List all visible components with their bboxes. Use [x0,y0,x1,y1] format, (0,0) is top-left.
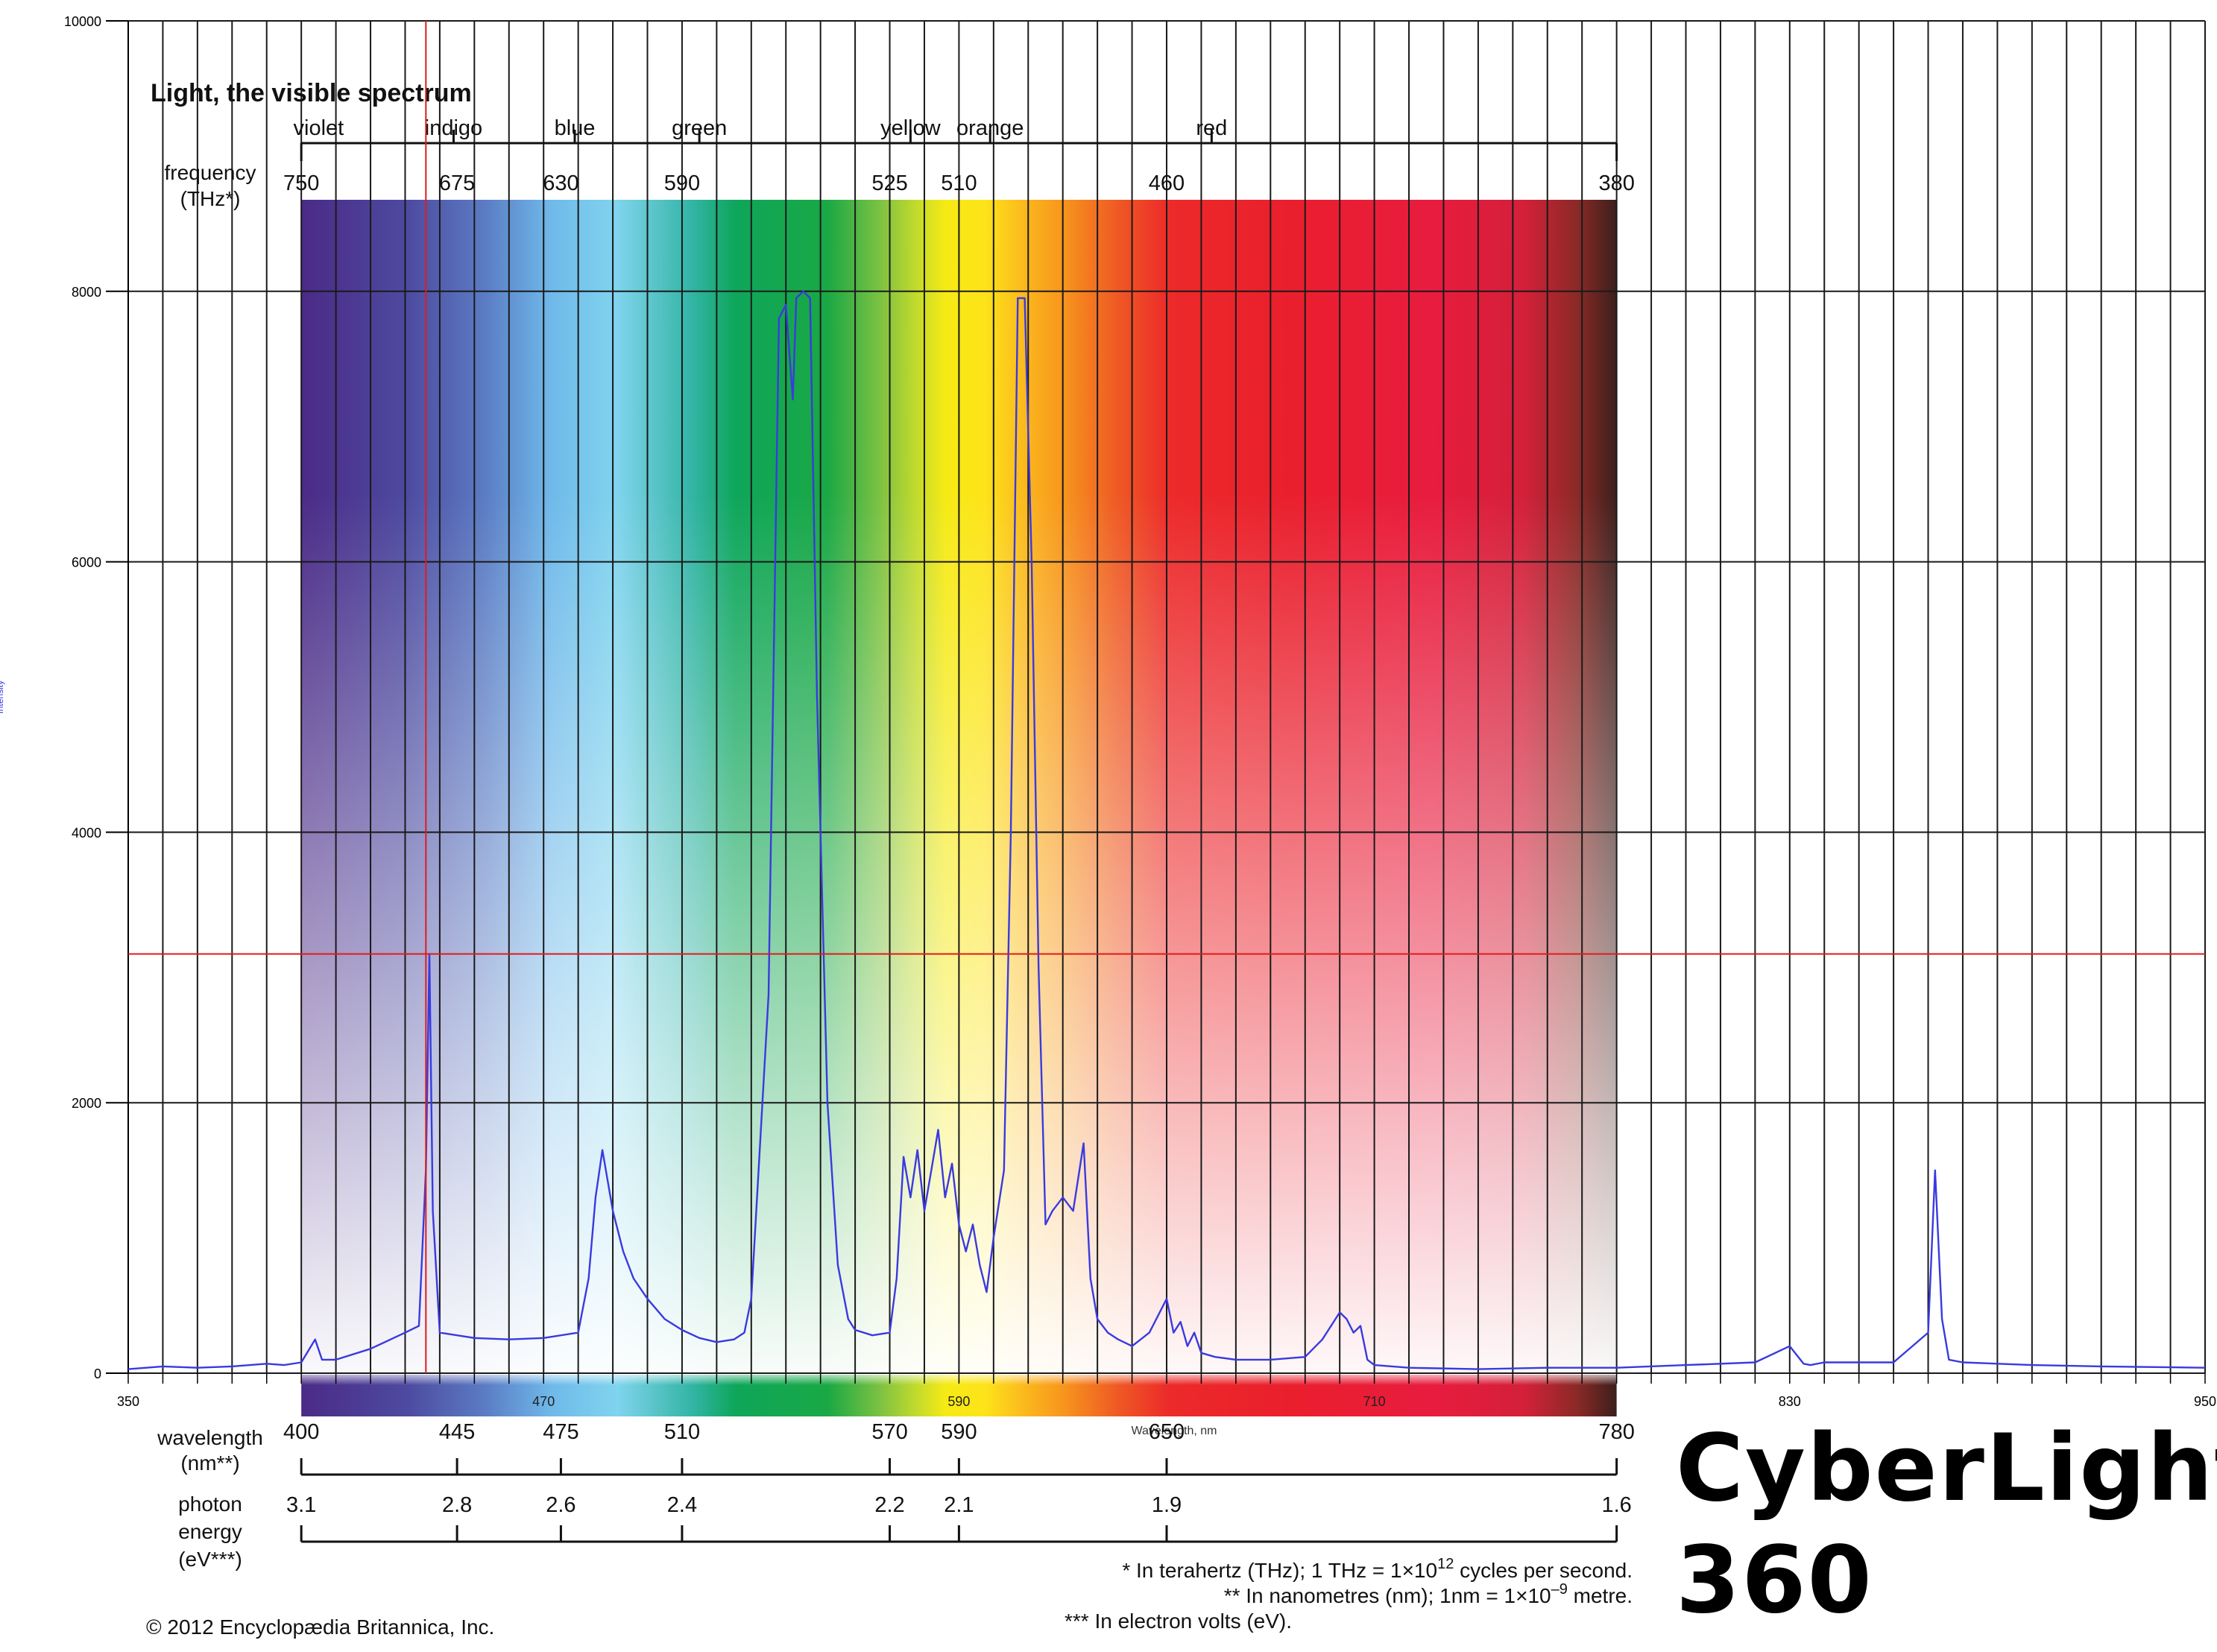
wavelength-unit-label: (nm**) [180,1451,239,1475]
energy-tick-label: 2.1 [944,1493,974,1517]
y-tick-label: 2000 [72,1096,101,1111]
energy-tick-label: 1.6 [1601,1493,1631,1517]
wavelength-tick-label: 590 [941,1420,977,1444]
copyright-text: © 2012 Encyclopædia Britannica, Inc. [146,1615,494,1639]
y-tick-label: 10000 [64,14,101,29]
color-name-label: indigo [425,116,482,140]
frequency-label: frequency [165,161,256,184]
energy-label: photon [178,1492,242,1516]
frequency-tick-label: 675 [439,171,475,195]
energy-tick-label: 2.2 [874,1493,904,1517]
energy-tick-label: 2.6 [546,1493,575,1517]
wavelength-tick-label: 475 [543,1420,578,1444]
frequency-tick-label: 750 [283,171,319,195]
wavelength-tick-label: 445 [439,1420,475,1444]
overlay-title: Light, the visible spectrum [151,79,472,107]
footnote-thz: * In terahertz (THz); 1 THz = 1×1012 cyc… [1122,1556,1633,1582]
frequency-tick-label: 590 [664,171,700,195]
color-name-label: red [1196,116,1227,140]
frequency-tick-label: 630 [543,171,578,195]
energy-unit-label: (eV***) [178,1548,242,1571]
brand-line-2: 360 [1676,1527,1873,1634]
y-tick-label: 4000 [72,825,101,840]
frequency-unit-label: (THz*) [180,187,241,210]
wavelength-tick-label: 510 [664,1420,700,1444]
color-name-label: orange [956,116,1024,140]
color-name-label: blue [555,116,596,140]
intensity-series-line [127,290,2206,1370]
x-tick-label: 350 [117,1394,139,1409]
x-tick-label: 470 [532,1394,555,1409]
y-axis-label: Intensity [0,681,5,714]
color-name-label: yellow [880,116,942,140]
brand-line-1: CyberLight [1676,1415,2217,1522]
x-tick-label: 710 [1363,1394,1386,1409]
color-name-label: violet [294,116,344,140]
x-tick-label: 950 [2194,1394,2216,1409]
footnote-ev: *** In electron volts (eV). [1065,1610,1292,1633]
brand-title: CyberLight 360 [1676,1413,2217,1636]
x-tick-label: 590 [947,1394,970,1409]
color-name-label: green [672,116,727,140]
x-axis-label: Wavelength, nm [1131,1425,1217,1437]
energy-tick-label: 2.4 [667,1493,697,1517]
x-tick-label: 830 [1779,1394,1801,1409]
y-tick-label: 0 [94,1366,101,1381]
energy-label-2: energy [178,1520,242,1543]
wavelength-label: wavelength [157,1426,263,1449]
wavelength-tick-label: 570 [871,1420,907,1444]
y-tick-label: 6000 [72,555,101,570]
frequency-tick-label: 510 [941,171,977,195]
energy-tick-label: 3.1 [286,1493,316,1517]
frequency-tick-label: 525 [871,171,907,195]
wavelength-tick-label: 650 [1149,1420,1185,1444]
frequency-tick-label: 380 [1598,171,1634,195]
energy-tick-label: 1.9 [1152,1493,1182,1517]
y-tick-label: 8000 [72,285,101,300]
frequency-tick-label: 460 [1149,171,1185,195]
footnote-nm: ** In nanometres (nm); 1nm = 1×10–9 metr… [1224,1581,1633,1607]
wavelength-tick-label: 780 [1598,1420,1634,1444]
energy-tick-label: 2.8 [442,1493,472,1517]
wavelength-tick-label: 400 [283,1420,319,1444]
